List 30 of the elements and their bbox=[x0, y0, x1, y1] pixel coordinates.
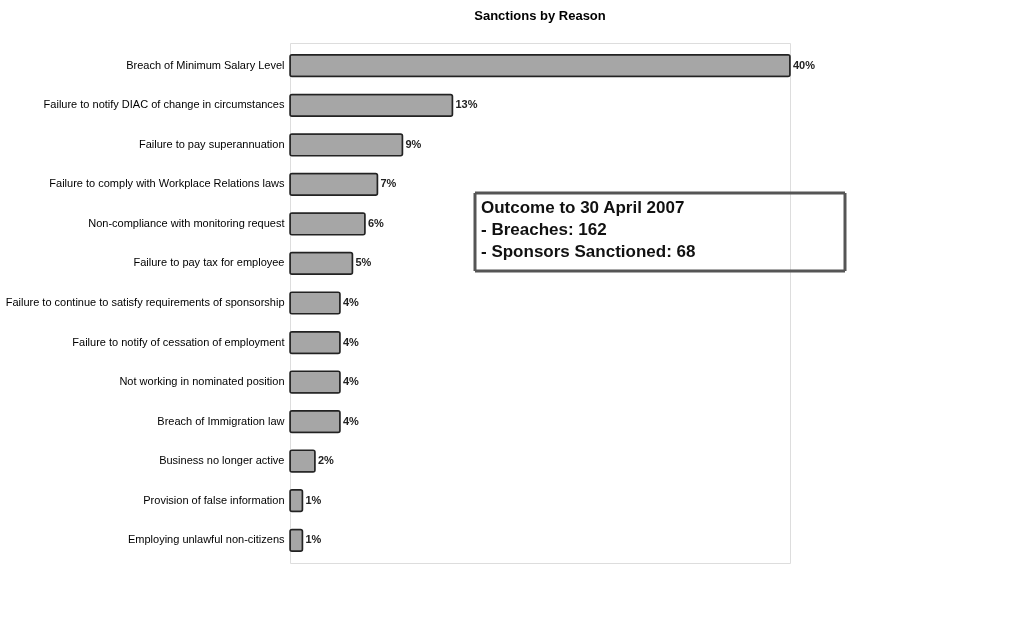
data-label: 1% bbox=[305, 493, 322, 506]
y-tick-label: Employing unlawful non-citizens bbox=[127, 533, 285, 546]
y-tick-label: Failure to pay tax for employee bbox=[133, 256, 285, 269]
data-label: 4% bbox=[343, 375, 360, 388]
annotation: Outcome to 30 April 2007 bbox=[481, 198, 685, 217]
y-tick-label: Failure to notify of cessation of employment bbox=[72, 335, 285, 348]
y-tick-label: Breach of Minimum Salary Level bbox=[126, 58, 285, 71]
data-label: 4% bbox=[343, 335, 360, 348]
y-tick-label: Failure to comply with Workplace Relations laws bbox=[49, 177, 285, 190]
data-label: 2% bbox=[318, 454, 335, 467]
y-tick-label: Business no longer active bbox=[159, 454, 285, 467]
data-label: 1% bbox=[305, 533, 322, 546]
data-label: 40% bbox=[793, 58, 816, 71]
data-label: 13% bbox=[455, 98, 478, 111]
y-tick-label: Failure to pay superannuation bbox=[138, 137, 285, 150]
data-label: 5% bbox=[355, 256, 372, 269]
data-label: 7% bbox=[380, 177, 397, 190]
y-tick-label: Non-compliance with monitoring request bbox=[88, 216, 285, 229]
data-label: 9% bbox=[405, 137, 422, 150]
data-label: 4% bbox=[343, 296, 360, 308]
y-tick-label: Provision of false information bbox=[143, 493, 285, 506]
annotation: - Sponsors Sanctioned: 68 bbox=[481, 242, 696, 261]
y-tick-label: Breach of Immigration law bbox=[157, 414, 285, 427]
annotation: - Breaches: 162 bbox=[481, 220, 607, 239]
y-tick-label: Failure to notify DIAC of change in circumstances bbox=[43, 98, 285, 111]
y-tick-label: Not working in nominated position bbox=[119, 375, 285, 388]
data-label: 4% bbox=[343, 414, 360, 427]
y-tick-label: Failure to continue to satisfy requirements of sponsorship bbox=[5, 296, 285, 308]
chart-title: Sanctions by Reason bbox=[474, 8, 606, 23]
data-label: 6% bbox=[368, 216, 385, 229]
